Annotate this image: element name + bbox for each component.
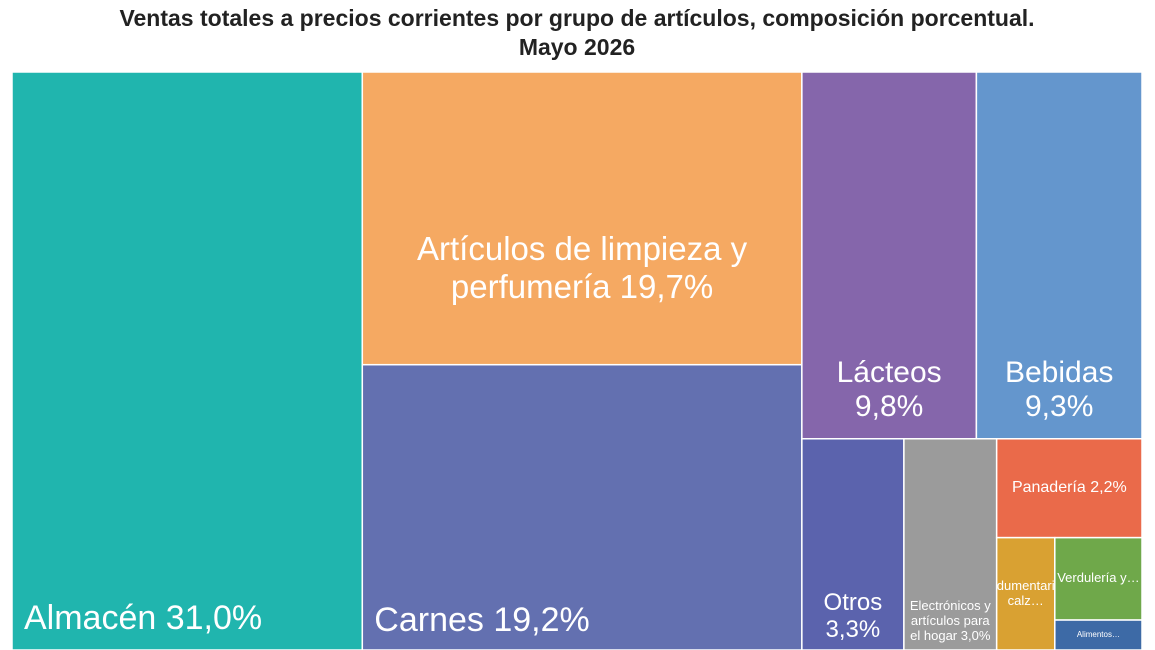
category-label: Artículos de limpieza y perfumería — [417, 230, 748, 306]
tile — [903, 438, 998, 650]
value-label: 19,7% — [619, 268, 714, 306]
tile-label-box: Almacén 31,0% — [12, 72, 362, 650]
tile-label-box: Artículos de limpieza y perfumería 19,7% — [362, 72, 802, 365]
tile-label-box: Carnes 19,2% — [362, 365, 802, 650]
tile-label: Artículos de limpieza y perfumería 19,7% — [362, 72, 802, 365]
tile — [1054, 536, 1143, 621]
category-label: Bebidas — [1004, 355, 1114, 389]
category-label: Carnes — [374, 600, 484, 639]
tile-label-box: Lácteos 9,8% — [802, 72, 977, 439]
tile-text: Almacén 31,0% — [24, 599, 262, 638]
tile — [361, 71, 803, 366]
tile-label-box: Otros 3,3% — [802, 439, 904, 650]
tile-label: Alimentos… — [1055, 620, 1142, 650]
tile — [11, 71, 364, 650]
tile-text: Panadería 2,2% — [1012, 479, 1127, 497]
tile-label: Carnes 19,2% — [362, 365, 802, 650]
category-label: Electrónicos y artículos para el hogar — [909, 598, 991, 644]
tile-text: Carnes 19,2% — [374, 601, 589, 640]
tile-text: Bebidas 9,3% — [984, 356, 1134, 425]
category-label: Panadería — [1011, 479, 1086, 496]
category-label: Indumentaria, calz… — [996, 577, 1055, 608]
tile-text: Verdulería y… — [1057, 570, 1140, 586]
tile-label-box: Bebidas 9,3% — [976, 72, 1142, 439]
value-label: 19,2% — [493, 600, 590, 639]
value-label: 3,0% — [960, 628, 991, 644]
tile-label: Almacén 31,0% — [12, 72, 362, 650]
value-label: 9,8% — [854, 390, 924, 424]
tile — [995, 536, 1056, 650]
tile-label: Electrónicos y artículos para el hogar 3… — [904, 439, 997, 650]
tile-label-box: Electrónicos y artículos para el hogar 3… — [904, 439, 997, 650]
tile-label: Indumentaria, calz… — [997, 538, 1055, 650]
tile-label-box: Indumentaria, calz… — [997, 538, 1055, 650]
category-label: Alimentos… — [1076, 630, 1120, 640]
tile-label-box: Alimentos… — [1055, 620, 1142, 650]
value-label: 2,2% — [1090, 479, 1127, 496]
tile-text: Artículos de limpieza y perfumería 19,7% — [372, 230, 792, 306]
tile-text: Alimentos… — [1077, 630, 1120, 639]
category-label: Lácteos — [836, 355, 942, 389]
value-label: 3,3% — [825, 616, 881, 644]
tile-label: Bebidas 9,3% — [976, 72, 1142, 439]
tile-label-box: Verdulería y… — [1055, 538, 1142, 620]
tile-label: Verdulería y… — [1055, 538, 1142, 620]
tile-label: Otros 3,3% — [802, 439, 904, 650]
tile — [361, 363, 803, 650]
tile-text: Electrónicos y artículos para el hogar 3… — [908, 598, 993, 644]
tile-label-box: Panadería 2,2% — [997, 439, 1142, 538]
tile-label: Panadería 2,2% — [997, 439, 1142, 538]
category-label: Verdulería y… — [1057, 570, 1140, 586]
category-label: Otros — [823, 588, 883, 616]
tile-text: Indumentaria, calz… — [996, 577, 1055, 609]
category-label: Almacén — [24, 598, 157, 637]
value-label: 9,3% — [1024, 390, 1094, 424]
chart-title: Ventas totales a precios corrientes por … — [119, 5, 1034, 31]
tile-text: Otros 3,3% — [806, 589, 900, 644]
tile-text: Lácteos 9,8% — [810, 356, 969, 425]
tile — [975, 71, 1143, 440]
tile-label: Lácteos 9,8% — [802, 72, 977, 439]
value-label: 31,0% — [165, 598, 263, 637]
chart-subtitle: Mayo 2026 — [519, 34, 635, 60]
